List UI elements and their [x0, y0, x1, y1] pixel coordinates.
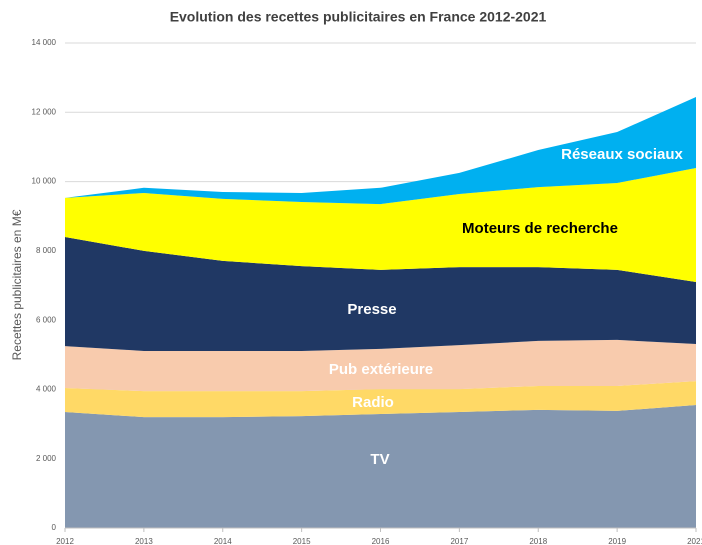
- y-tick-label: 12 000: [32, 107, 57, 116]
- x-tick-label: 2013: [135, 537, 153, 545]
- area: [65, 339, 696, 392]
- x-tick-label: 2018: [529, 537, 547, 545]
- x-tick-label: 2014: [214, 537, 232, 545]
- area: [65, 381, 696, 418]
- area: [65, 97, 696, 205]
- area-label: Moteurs de recherche: [462, 220, 618, 237]
- x-tick-label: 2019: [608, 537, 626, 545]
- area: [65, 168, 696, 283]
- y-tick-label: 6 000: [36, 315, 57, 324]
- x-tick-label: 2017: [450, 537, 468, 545]
- area-label: Radio: [352, 394, 394, 411]
- area-label: Presse: [347, 301, 396, 318]
- area-label: Pub extérieure: [329, 361, 433, 378]
- y-tick-label: 4 000: [36, 385, 57, 394]
- y-tick-label: 8 000: [36, 246, 57, 255]
- y-tick-label: 0: [52, 523, 57, 532]
- area-label: Réseaux sociaux: [561, 146, 683, 163]
- area-label: TV: [370, 451, 389, 468]
- y-tick-label: 10 000: [32, 177, 57, 186]
- x-tick-label: 2015: [293, 537, 311, 545]
- y-axis-label: Recettes publicitaires en M€: [10, 209, 24, 360]
- chart-title: Evolution des recettes publicitaires en …: [170, 9, 547, 25]
- y-tick-label: 2 000: [36, 454, 57, 463]
- x-tick-label: 2021: [687, 537, 702, 545]
- x-tick-label: 2016: [372, 537, 390, 545]
- y-tick-label: 14 000: [32, 38, 57, 47]
- area: [65, 237, 696, 351]
- x-tick-label: 2012: [56, 537, 74, 545]
- area: [65, 405, 696, 528]
